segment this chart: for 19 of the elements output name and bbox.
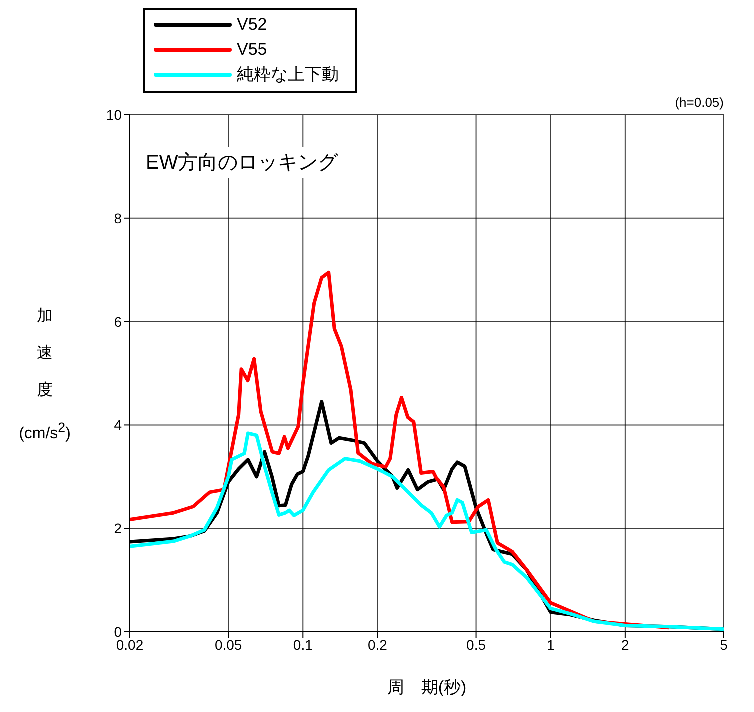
x-tick-label: 0.2	[368, 636, 388, 653]
x-tick-label: 0.1	[293, 636, 314, 653]
legend-label: V55	[237, 40, 268, 60]
x-tick-label: 1	[546, 636, 555, 653]
legend-label: V52	[237, 14, 268, 34]
text: 加速度(cm/s$^{2}$)	[19, 308, 71, 442]
y-tick-label: 6	[114, 314, 122, 330]
x-tick-label: 2	[622, 636, 630, 653]
text: EW方向のロッキング	[142, 147, 342, 178]
x-tick-label: 0.05	[214, 636, 242, 653]
y-tick-label: 8	[114, 210, 122, 226]
x-tick-label: 5	[720, 636, 728, 653]
legend-label: 純粋な上下動	[237, 64, 339, 86]
x-axis-title: 周 期(秒)	[386, 677, 468, 699]
y-tick-label: 10	[106, 106, 122, 123]
x-tick-label: 0.5	[466, 636, 486, 653]
y-tick-label: 4	[114, 417, 122, 434]
text: (h=0.05)	[675, 95, 724, 110]
y-tick-label: 2	[114, 520, 122, 537]
